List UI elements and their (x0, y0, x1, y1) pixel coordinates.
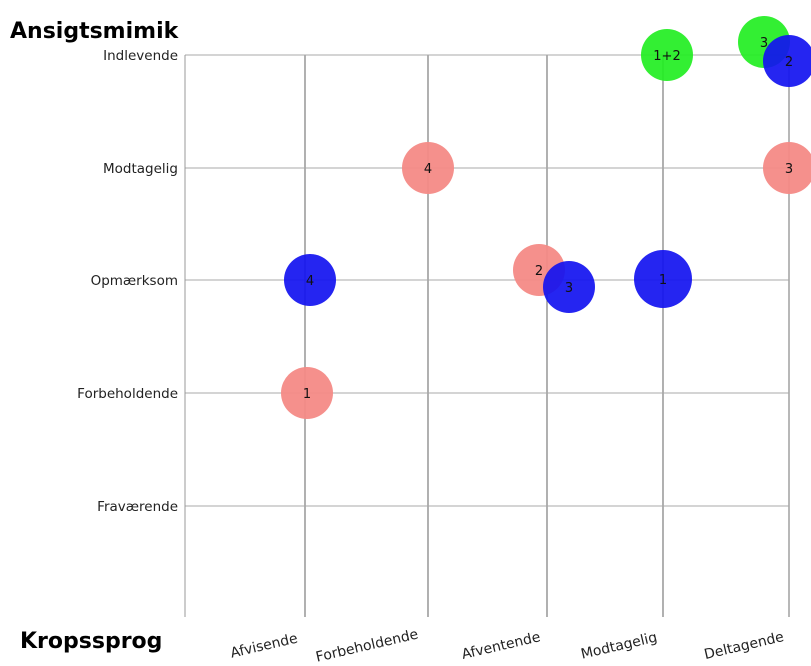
bubble-label: 3 (785, 162, 793, 177)
bubble-label: 3 (565, 281, 573, 296)
x-axis-ticks: Afvisende Forbeholdende Afventende Modtagel… (229, 627, 786, 666)
bubble-label: 4 (424, 162, 432, 177)
bubbles: 1+2 3 2 4 3 4 2 3 1 1 (281, 16, 811, 419)
bubble-label: 1 (303, 387, 311, 402)
y-tick-modtagelig: Modtagelig (103, 161, 178, 177)
x-tick-forbeholdende: Forbeholdende (314, 627, 419, 666)
bubble-circle (402, 142, 454, 194)
y-tick-forbeholdende: Forbeholdende (77, 386, 178, 402)
bubble-label: 2 (535, 264, 543, 279)
chart-title: Ansigtsmimik (10, 19, 180, 44)
bubble-label: 1 (659, 273, 667, 288)
bubble-blue-2: 2 (763, 35, 811, 87)
bubble-salmon-1: 1 (281, 367, 333, 419)
bubble-blue-1: 1 (634, 250, 692, 308)
y-tick-indlevende: Indlevende (103, 48, 178, 64)
bubble-label: 2 (785, 55, 793, 70)
bubble-circle (763, 142, 811, 194)
y-tick-opm-rksom: Opmærksom (91, 273, 178, 289)
bubble-circle (763, 35, 811, 87)
bubble-circle (641, 29, 693, 81)
bubble-salmon-4: 4 (402, 142, 454, 194)
y-axis-ticks: Indlevende Modtagelig Opmærksom Forbeholden… (77, 48, 178, 515)
x-tick-afventende: Afventende (460, 629, 542, 663)
bubble-green-1-2: 1+2 (641, 29, 693, 81)
x-tick-modtagelig: Modtagelig (579, 630, 658, 663)
bubble-circle (634, 250, 692, 308)
bubble-label: 1+2 (653, 49, 680, 64)
bubble-blue-3: 3 (543, 261, 595, 313)
x-tick-deltagende: Deltagende (703, 629, 786, 663)
bubble-circle (281, 367, 333, 419)
gridlines (184, 54, 790, 617)
bubble-label: 3 (760, 36, 768, 51)
bubble-blue-4: 4 (284, 254, 336, 306)
x-axis-title: Kropssprog (20, 629, 162, 654)
x-tick-afvisende: Afvisende (229, 631, 299, 662)
bubble-label: 4 (306, 274, 314, 289)
y-tick-frav-rende: Fraværende (97, 499, 178, 515)
bubble-circle (543, 261, 595, 313)
bubble-salmon-3: 3 (763, 142, 811, 194)
bubble-circle (284, 254, 336, 306)
